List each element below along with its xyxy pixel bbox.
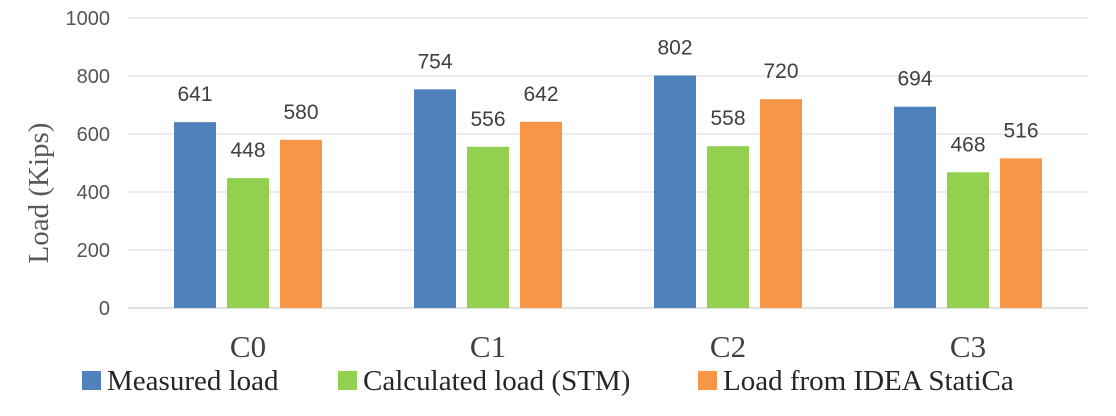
data-label: 468 [950,133,985,156]
category-label-c2: C2 [710,329,746,364]
data-label: 642 [523,83,558,106]
legend-swatch-2 [338,371,357,390]
category-labels: C0 C1 C2 C3 [230,329,986,364]
bar-c2-series-2 [707,146,749,308]
bar-c0-series-2 [227,178,269,308]
y-axis-title: Load (Kips) [23,123,55,264]
bar-c1-series-3 [520,121,562,308]
legend-label-1: Measured load [107,365,279,397]
legend-swatch-3 [698,371,717,390]
bar-c3-series-3 [1000,158,1042,308]
legend-swatch-1 [82,371,101,390]
data-label: 558 [710,107,745,130]
data-label: 754 [417,50,452,73]
bar-c2-series-1 [654,75,696,308]
legend: Measured load Calculated load (STM) Load f… [82,365,1014,397]
legend-label-3: Load from IDEA StatiCa [723,365,1014,397]
data-label: 448 [230,139,265,162]
category-label-c3: C3 [950,329,986,364]
bars [174,75,1042,309]
data-label: 516 [1003,119,1038,142]
category-label-c0: C0 [230,329,266,364]
data-label: 641 [177,83,212,106]
y-tick-label: 800 [77,66,110,88]
data-label: 802 [657,36,692,59]
data-label: 556 [470,108,505,131]
y-tick-label: 1000 [66,8,111,30]
bar-c1-series-1 [414,89,456,308]
bar-c0-series-1 [174,122,216,308]
data-label: 720 [763,60,798,83]
y-tick-label: 0 [99,298,110,320]
bar-c2-series-3 [760,99,802,308]
gridlines [128,17,1088,309]
data-label: 694 [897,68,932,91]
bar-c3-series-1 [894,106,936,309]
data-label: 580 [283,101,318,124]
y-tick-label: 400 [77,182,110,204]
bar-c3-series-2 [947,172,989,308]
bar-c1-series-2 [467,146,509,308]
data-labels: 641 448 580 754 556 642 802 558 720 694 468 516 [177,36,1038,162]
category-label-c1: C1 [470,329,506,364]
bar-c0-series-3 [280,139,322,308]
legend-label-2: Calculated load (STM) [363,365,630,397]
y-tick-labels: 0 200 400 600 800 1000 [66,8,111,320]
y-tick-label: 600 [77,124,110,146]
y-tick-label: 200 [77,240,110,262]
